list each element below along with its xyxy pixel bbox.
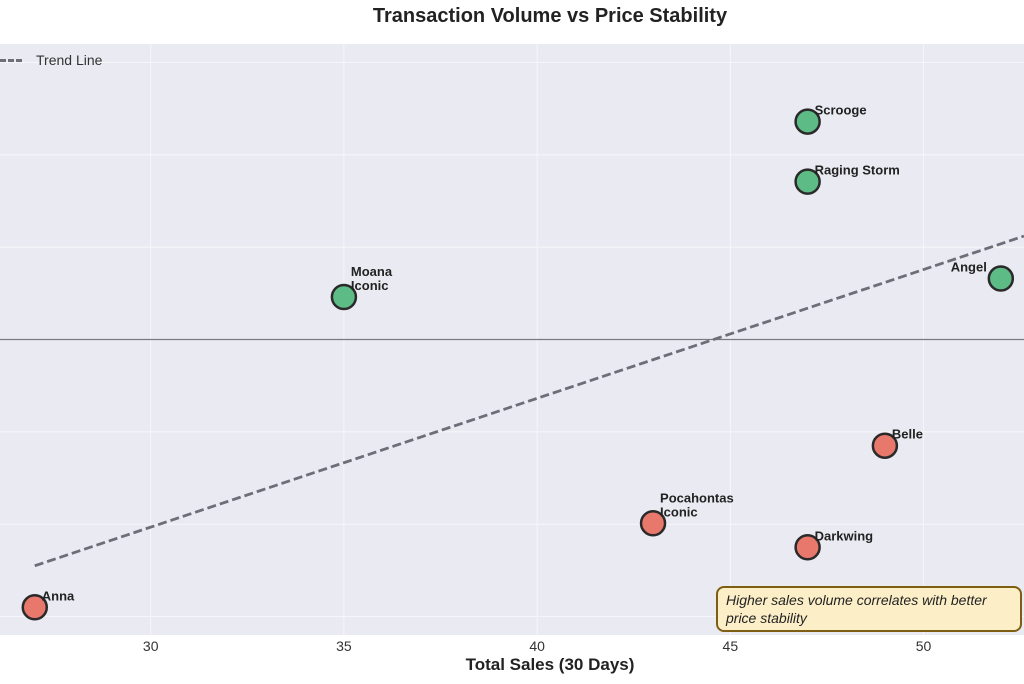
point-label: Belle [892,427,923,442]
legend-swatch-trend-line [0,58,22,62]
legend-label: Trend Line [36,52,103,68]
x-axis-label: Total Sales (30 Days) [465,655,635,674]
point-label: Anna [42,588,75,603]
data-point [794,168,821,195]
point-label: Scrooge [815,103,867,118]
chart-title: Transaction Volume vs Price Stability [372,5,728,27]
data-point [21,594,49,621]
point-label: Pocahontas Iconic [660,490,734,519]
data-point [330,283,358,311]
point-label: Angel [951,260,987,275]
x-tick-label: 40 [529,638,545,654]
data-point [871,432,899,459]
x-tick-label: 45 [723,638,739,654]
x-tick-label: 35 [336,638,352,654]
annotation-box: Higher sales volume correlates with bett… [716,586,1022,632]
data-point [639,510,667,537]
data-point [987,265,1015,292]
data-point [794,108,821,135]
legend: Trend Line [0,52,102,68]
point-label: Moana Iconic [351,264,393,293]
x-tick-label: 30 [143,638,159,654]
point-label: Darkwing [815,528,874,543]
x-tick-label: 50 [916,638,932,654]
data-point [794,534,821,561]
trend-line [34,234,1024,568]
point-label: Raging Storm [815,163,900,178]
